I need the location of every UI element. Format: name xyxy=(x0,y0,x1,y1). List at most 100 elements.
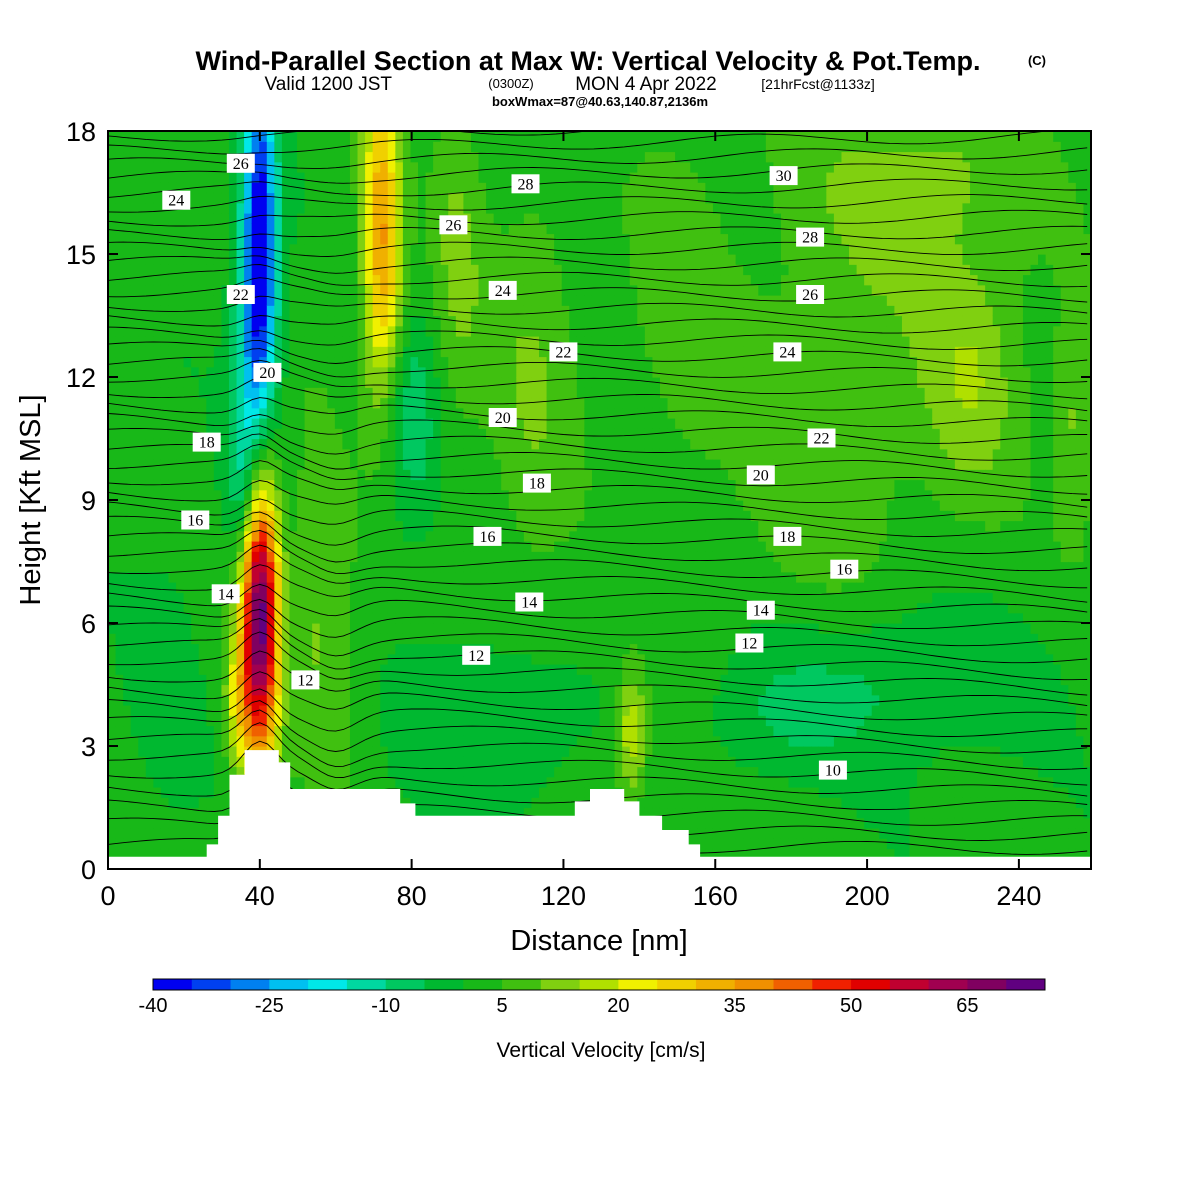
field-cell xyxy=(554,377,563,388)
field-cell xyxy=(327,243,336,255)
field-cell xyxy=(145,664,154,675)
field-cell xyxy=(410,510,419,522)
field-cell xyxy=(380,315,389,327)
field-cell xyxy=(546,387,555,399)
field-cell xyxy=(478,746,487,757)
field-cell xyxy=(425,530,434,542)
field-cell xyxy=(365,715,374,727)
field-cell xyxy=(614,264,623,276)
field-cell xyxy=(206,366,215,378)
field-cell xyxy=(463,182,472,194)
field-cell xyxy=(478,623,487,634)
field-cell xyxy=(622,674,631,686)
field-cell xyxy=(183,172,192,183)
field-cell xyxy=(183,653,192,665)
field-cell xyxy=(198,551,207,563)
field-cell xyxy=(387,500,396,511)
field-cell xyxy=(297,623,306,634)
field-cell xyxy=(327,592,336,604)
field-cell xyxy=(236,182,245,194)
field-cell xyxy=(281,407,291,419)
field-cell xyxy=(228,202,238,214)
field-cell xyxy=(153,161,162,173)
field-cell xyxy=(108,817,117,829)
field-cell xyxy=(236,479,245,491)
field-cell xyxy=(191,295,200,306)
field-cell xyxy=(584,694,593,706)
field-cell xyxy=(523,746,533,757)
field-cell xyxy=(251,705,260,716)
field-cell xyxy=(569,684,578,696)
field-cell xyxy=(342,612,351,624)
field-cell xyxy=(554,243,563,255)
field-cell xyxy=(357,746,366,757)
field-cell xyxy=(486,582,495,593)
field-cell xyxy=(395,541,404,552)
field-cell xyxy=(108,582,117,593)
field-cell xyxy=(213,520,223,532)
field-cell xyxy=(622,315,631,327)
field-cell xyxy=(470,202,480,214)
field-cell xyxy=(629,674,638,686)
field-cell xyxy=(493,141,502,153)
field-cell xyxy=(191,141,200,153)
field-cell xyxy=(539,397,548,409)
field-cell xyxy=(130,264,139,276)
field-cell xyxy=(123,448,132,460)
field-cell xyxy=(622,705,631,716)
field-cell xyxy=(591,356,601,368)
field-cell xyxy=(380,223,389,235)
field-cell xyxy=(539,674,548,686)
field-cell xyxy=(372,356,381,368)
field-cell xyxy=(478,797,487,809)
field-cell xyxy=(531,674,540,686)
field-cell xyxy=(554,182,563,194)
field-cell xyxy=(418,715,427,727)
field-cell xyxy=(561,746,570,757)
field-cell xyxy=(349,172,359,183)
field-cell xyxy=(554,336,563,347)
field-cell xyxy=(418,233,427,245)
field-cell xyxy=(614,233,623,245)
field-cell xyxy=(153,438,162,450)
field-cell xyxy=(168,141,177,153)
field-cell xyxy=(236,489,245,501)
field-cell xyxy=(327,746,336,757)
field-cell xyxy=(493,448,502,460)
field-cell xyxy=(274,602,283,614)
field-cell xyxy=(342,643,351,655)
field-cell xyxy=(569,694,578,706)
field-cell xyxy=(448,694,457,706)
field-cell xyxy=(508,151,517,163)
field-cell xyxy=(168,510,177,522)
field-cell xyxy=(508,602,517,614)
field-cell xyxy=(123,387,132,399)
field-cell xyxy=(478,438,487,450)
field-cell xyxy=(297,254,306,265)
field-cell xyxy=(470,541,480,552)
field-cell xyxy=(304,397,313,409)
field-cell xyxy=(455,336,464,347)
field-cell xyxy=(539,489,548,501)
field-cell xyxy=(266,715,275,727)
field-cell xyxy=(470,377,480,388)
field-cell xyxy=(115,489,124,501)
field-cell xyxy=(448,530,457,542)
field-cell xyxy=(622,746,631,757)
field-cell xyxy=(402,705,412,716)
field-cell xyxy=(206,223,215,235)
field-cell xyxy=(312,500,321,511)
field-cell xyxy=(221,448,230,460)
field-cell xyxy=(576,459,585,470)
field-cell xyxy=(206,315,215,327)
field-cell xyxy=(145,633,154,645)
field-cell xyxy=(455,305,464,317)
field-cell xyxy=(584,746,593,757)
field-cell xyxy=(516,448,525,460)
field-cell xyxy=(312,715,321,727)
field-cell xyxy=(115,223,124,235)
field-cell xyxy=(138,161,147,173)
field-cell xyxy=(493,612,502,624)
field-cell xyxy=(531,530,540,542)
field-cell xyxy=(418,746,427,757)
